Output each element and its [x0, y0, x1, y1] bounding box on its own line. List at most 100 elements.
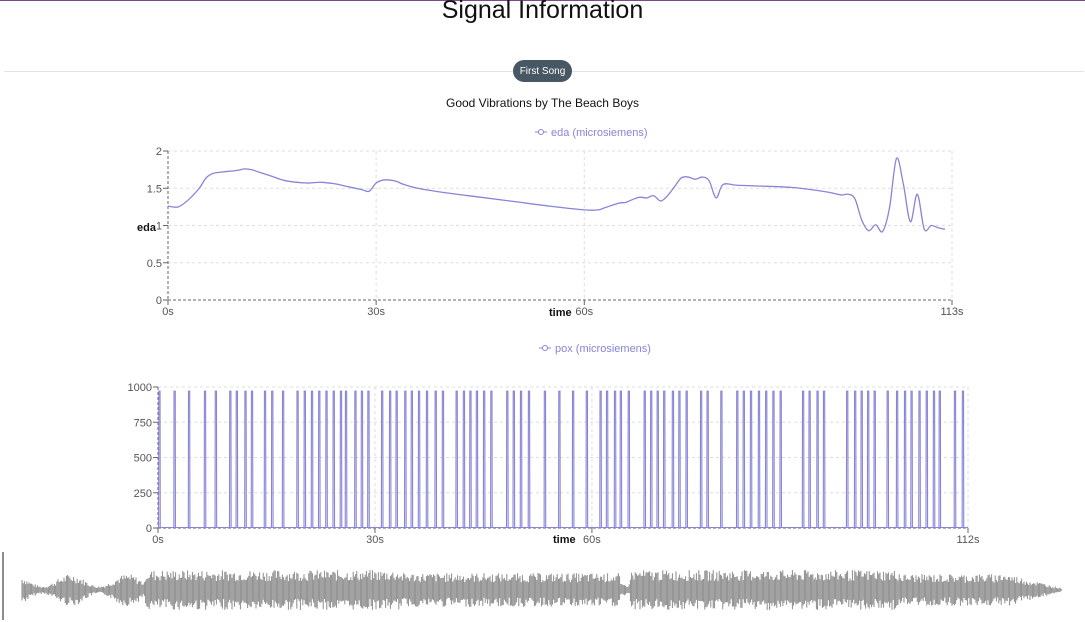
pox-bar: [244, 390, 247, 529]
pox-bar: [417, 390, 421, 529]
pox-bar: [613, 390, 617, 529]
pox-bar: [822, 390, 826, 529]
pox-y-tick-label: 750: [134, 417, 152, 429]
pox-chart: pox (microsiemens) 0 250 500 750 1000 0s 30s 60s…: [128, 343, 980, 546]
page-title: Signal Information: [441, 0, 644, 24]
pox-bar: [296, 390, 299, 529]
pox-bar: [599, 390, 602, 529]
pox-x-tick-label: 30s: [366, 534, 384, 546]
pox-bar: [558, 390, 561, 529]
pox-x-tick-label: 0s: [152, 534, 164, 546]
pox-bar: [344, 390, 348, 529]
pox-bar: [886, 390, 890, 529]
pox-bar: [845, 390, 849, 529]
eda-chart: eda (microsiemens) 0 0.5 1 1.5 2 0s 30s 60s 113s e…: [137, 127, 964, 319]
pox-bar: [482, 390, 486, 529]
pox-bar: [649, 390, 653, 529]
pox-bar: [749, 390, 753, 529]
pox-bar: [685, 390, 689, 529]
pox-bar: [764, 390, 768, 529]
eda-y-tick-label: 1: [156, 221, 162, 233]
pox-bar: [643, 390, 647, 529]
pox-bar: [585, 390, 589, 529]
pox-bar: [735, 390, 739, 529]
pox-bar: [455, 390, 459, 529]
eda-legend-label: eda (microsiemens): [551, 127, 648, 139]
pox-bar: [187, 390, 191, 529]
pox-bar: [873, 390, 877, 529]
pox-bar: [339, 390, 343, 529]
pox-bar: [469, 390, 472, 529]
pox-bar: [270, 390, 274, 529]
pox-bar: [380, 390, 384, 529]
pox-bar: [519, 390, 523, 529]
waveform-shape: [21, 570, 1062, 610]
pox-bar: [918, 390, 921, 529]
audio-waveform[interactable]: [0, 550, 1085, 622]
pox-bar: [925, 390, 929, 529]
pox-bar: [173, 390, 176, 529]
pox-bar: [860, 390, 864, 529]
pox-y-tick-label: 0: [146, 523, 152, 535]
pox-bar: [505, 390, 509, 529]
pox-bar: [866, 390, 870, 529]
eda-y-tick-label: 1.5: [147, 183, 162, 195]
eda-y-tick-label: 2: [156, 146, 162, 158]
pox-bar: [235, 390, 239, 529]
pox-bar: [158, 390, 161, 529]
pox-bar: [203, 390, 207, 529]
pox-bar: [317, 390, 321, 529]
pox-bar: [303, 390, 307, 529]
pox-bar: [816, 390, 819, 529]
pox-bar: [571, 390, 575, 529]
pox-x-tick-label: 60s: [583, 534, 601, 546]
pox-bar: [434, 390, 438, 529]
pox-bar: [853, 390, 857, 529]
pox-bar: [354, 390, 357, 529]
song-title: Good Vibrations by The Beach Boys: [445, 96, 639, 110]
pox-bar: [953, 390, 957, 529]
pox-bar: [325, 390, 328, 529]
pox-y-tick-label: 500: [134, 453, 152, 465]
pox-bar: [310, 390, 314, 529]
pox-bar: [699, 390, 703, 529]
eda-y-tick-label: 0.5: [147, 258, 162, 270]
pox-bar: [250, 390, 254, 529]
pox-y-tick-label: 250: [134, 488, 152, 500]
pox-bar: [932, 390, 936, 529]
eda-legend-marker: [538, 129, 544, 135]
pox-bar: [801, 390, 805, 529]
pox-bar: [605, 390, 609, 529]
pox-bar: [808, 390, 811, 529]
pox-bar: [395, 390, 399, 529]
pox-bar: [627, 390, 631, 529]
pox-bar: [425, 390, 429, 529]
pox-bar: [895, 390, 899, 529]
pox-bar: [490, 390, 493, 529]
pox-bar: [388, 390, 392, 529]
eda-series-line: [167, 157, 946, 233]
pox-bar: [772, 390, 775, 529]
pox-bar: [527, 390, 531, 529]
pox-bar: [903, 390, 907, 529]
pox-bar: [757, 390, 761, 529]
pox-bar: [410, 390, 414, 529]
pox-bar: [360, 390, 364, 529]
pox-bar: [475, 390, 479, 529]
first-song-button[interactable]: First Song: [513, 60, 572, 82]
pox-bar: [656, 390, 660, 529]
pox-bar: [910, 390, 913, 529]
pox-bar: [961, 390, 965, 529]
pox-bar: [619, 390, 623, 529]
top-border: [0, 0, 1085, 1]
pox-bar: [742, 390, 746, 529]
pox-bar: [720, 390, 723, 529]
eda-x-tick-label: 0s: [162, 306, 174, 318]
pox-legend-label: pox (microsiemens): [555, 343, 651, 355]
pox-bar: [403, 390, 407, 529]
pox-bar: [779, 390, 783, 529]
pox-bar: [228, 390, 232, 529]
pox-bar: [671, 390, 675, 529]
pox-bar: [332, 390, 336, 529]
pox-y-tick-label: 1000: [128, 382, 152, 394]
